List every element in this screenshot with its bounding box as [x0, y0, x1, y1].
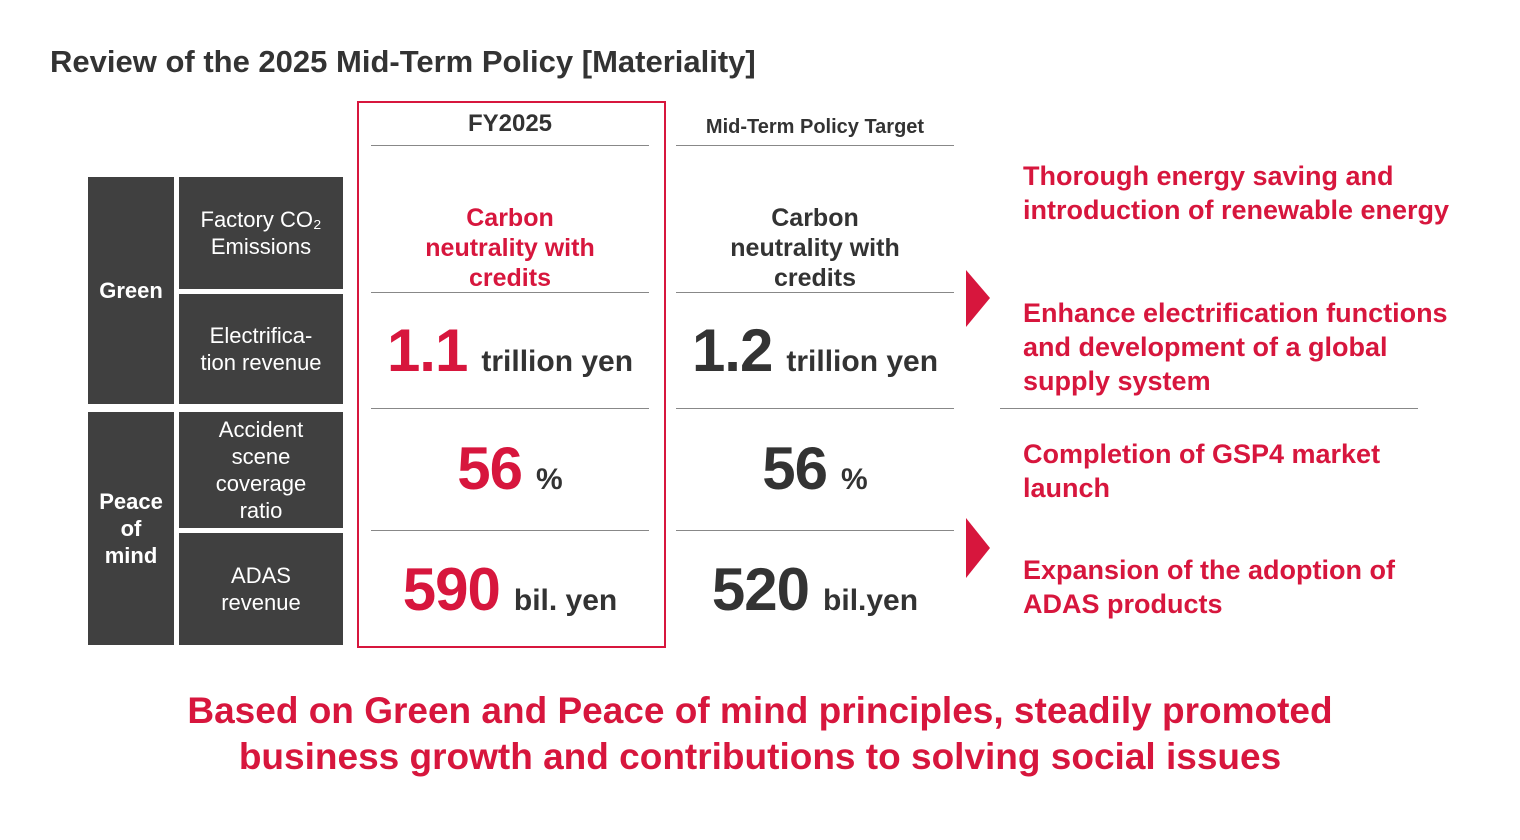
- divider: [1000, 408, 1418, 409]
- row-label: Factory CO₂ Emissions: [179, 177, 343, 289]
- action: Thorough energy saving and introduction …: [1023, 161, 1450, 225]
- divider: [371, 145, 649, 146]
- number: 520: [711, 556, 810, 623]
- arrows: [966, 270, 990, 578]
- number: 56: [762, 435, 828, 502]
- unit: bil.yen: [823, 584, 919, 617]
- action: Expansion of the adoption of ADAS produc…: [1023, 555, 1395, 619]
- group-label: Peace of mind: [88, 412, 174, 645]
- divider: [676, 530, 954, 531]
- cell-value: 590 bil. yen: [371, 555, 649, 647]
- unit: %: [841, 463, 868, 496]
- action: Enhance electrification functions and de…: [1023, 298, 1448, 396]
- divider: [676, 145, 954, 146]
- divider: [371, 408, 649, 409]
- unit: bil. yen: [513, 584, 618, 617]
- divider: [676, 408, 954, 409]
- highlight-box: [357, 101, 666, 648]
- cell-value: 520 bil.yen: [676, 555, 954, 647]
- unit: %: [536, 463, 563, 496]
- arrow: [966, 270, 990, 327]
- cell-value: 1.2 trillion yen: [676, 316, 954, 406]
- cell-text: Carbon neutrality with credits: [425, 204, 595, 292]
- row-label: Accident scene coverage ratio: [179, 412, 343, 528]
- title: Review of the 2025 Mid-Term Policy [Mate…: [50, 44, 756, 79]
- column-header: FY2025: [467, 110, 553, 137]
- cell-value: 1.1 trillion yen: [371, 316, 649, 406]
- number: 56: [457, 435, 523, 502]
- number: 1.2: [691, 317, 773, 384]
- unit: trillion yen: [481, 345, 634, 378]
- action: Completion of GSP4 market launch: [1023, 439, 1381, 503]
- number: 590: [402, 556, 501, 623]
- cell-value: 56%: [676, 434, 954, 530]
- row-label: ADAS revenue: [179, 533, 343, 645]
- conclusion: Based on Green and Peace of mind princip…: [187, 690, 1333, 777]
- divider: [676, 292, 954, 293]
- arrow: [966, 518, 990, 578]
- unit: trillion yen: [786, 345, 939, 378]
- column-header: Mid-Term Policy Target: [705, 116, 925, 138]
- divider: [371, 292, 649, 293]
- cell-text: Carbon neutrality with credits: [730, 204, 900, 292]
- group-label: Green: [88, 177, 174, 404]
- row-label: Electrifica-tion revenue: [179, 294, 343, 404]
- cell-value: 56%: [371, 434, 649, 530]
- number: 1.1: [386, 317, 468, 384]
- divider: [371, 530, 649, 531]
